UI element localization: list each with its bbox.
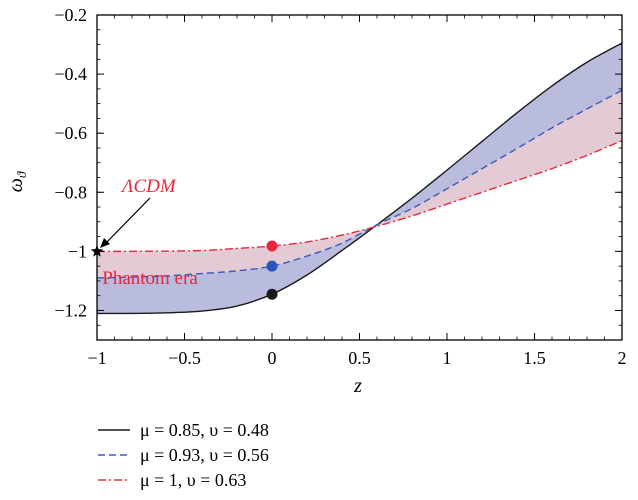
x-tick-label: 2 [618,348,627,368]
x-tick-label: 0 [268,348,277,368]
x-tick-label: 0.5 [348,348,371,368]
highlight-point-1 [266,240,278,252]
x-tick-label: −0.5 [168,348,201,368]
y-tick-label: −0.2 [54,5,87,25]
series-line-1 [96,42,623,315]
y-axis-label-sub: ϑ [14,171,29,178]
band-fill-upper-left [97,224,377,278]
legend: μ = 0.85, υ = 0.48 μ = 0.93, υ = 0.56 μ = … [98,420,269,490]
legend-label-2: μ = 0.93, υ = 0.56 [140,445,269,465]
y-tick-label: −0.8 [54,182,87,202]
lcdm-label: ΛCDM [120,176,177,197]
series-line-3 [96,139,623,253]
x-tick-label: 1 [443,348,452,368]
axis-ticks: −1 −0.5 0 0.5 1 1.5 2 −1.2 −1 −0.8 −0.6 −0.4 −0.2 [54,5,626,368]
y-axis-label-group: ωϑ [5,171,29,192]
y-tick-label: −0.6 [54,123,87,143]
highlight-point-3 [266,288,278,300]
series-line-2 [96,89,623,279]
y-tick-label: −1 [68,241,87,261]
y-tick-label: −0.4 [54,64,87,84]
x-tick-label: 1.5 [523,348,546,368]
band-fill-lower-left [97,224,377,314]
x-axis-label: z [353,375,362,397]
y-tick-label: −1.2 [54,300,87,320]
x-tick-label: −1 [87,348,106,368]
legend-label-3: μ = 1, υ = 0.63 [140,470,246,490]
series-lines [96,42,623,315]
band-fill-lower-right [377,90,622,227]
legend-label-1: μ = 0.85, υ = 0.48 [140,420,269,440]
svg-text:ωϑ: ωϑ [5,171,29,192]
phantom-era-label: Phantom era [102,268,198,289]
band-fill-upper-right [377,43,622,225]
y-axis-label: ω [5,178,27,192]
lcdm-arrowhead [100,238,110,248]
band-fills [97,43,622,314]
highlight-point-2 [266,260,278,272]
lcdm-arrow [103,197,151,246]
annotations: ΛCDM Phantom era [100,176,198,289]
